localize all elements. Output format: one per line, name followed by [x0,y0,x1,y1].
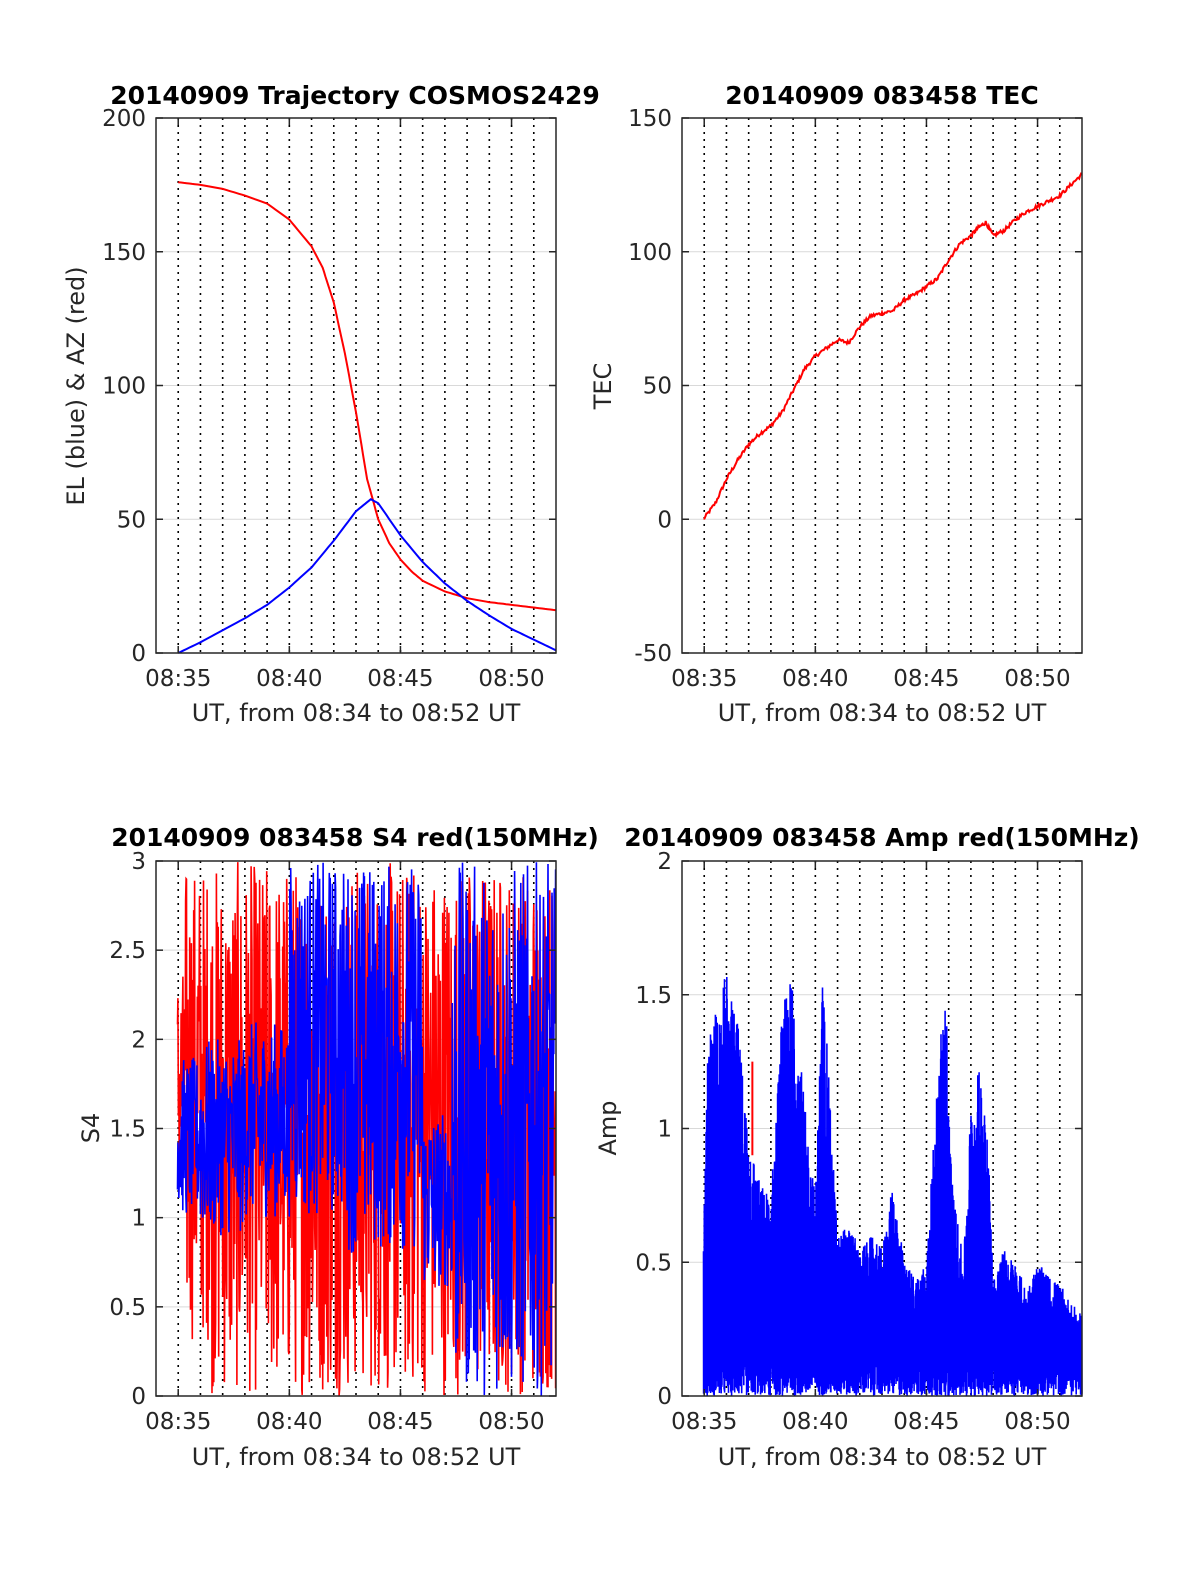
x-tick-label: 08:50 [478,666,544,692]
y-tick-label: 0 [657,1384,672,1410]
y-tick-label: 0.5 [635,1250,672,1276]
y-tick-label: 1 [131,1206,146,1232]
x-tick-label: 08:50 [1004,666,1070,692]
y-tick-label: 2.5 [109,938,146,964]
x-tick-label: 08:40 [782,1409,848,1435]
amp-ylabel: Amp [594,1100,622,1155]
tec-series [703,172,1083,520]
y-tick-label: 100 [102,374,146,400]
y-tick-label: 1.5 [635,983,672,1009]
y-tick-label: 2 [657,849,672,875]
y-tick-label: 100 [628,240,672,266]
amp-marks [702,976,1083,1397]
y-tick-label: 0 [131,1384,146,1410]
s4-xlabel: UT, from 08:34 to 08:52 UT [192,1443,521,1471]
y-tick-label: -50 [634,641,672,667]
tec-xlabel: UT, from 08:34 to 08:52 UT [718,699,1047,727]
s4-blue-series [176,862,557,1396]
amp-ticks: 08:35 08:40 08:45 08:50 0 0.5 1 1.5 2 [635,849,1082,1435]
y-tick-label: 1.5 [109,1117,146,1143]
el-series [177,497,557,654]
s4-ticks: 08:35 08:40 08:45 08:50 0 0.5 1 1.5 2 2.5 3 [109,849,556,1435]
y-tick-label: 150 [628,106,672,132]
trajectory-grid [156,117,556,654]
x-tick-label: 08:35 [671,1409,737,1435]
y-tick-label: 1 [657,1117,672,1143]
x-tick-label: 08:40 [256,666,322,692]
tec-marks [703,172,1083,520]
x-tick-label: 08:40 [256,1409,322,1435]
y-tick-label: 50 [643,374,672,400]
x-tick-label: 08:35 [145,1409,211,1435]
amp-blue-series [702,976,1083,1397]
x-tick-label: 08:45 [367,1409,433,1435]
x-tick-label: 08:45 [367,666,433,692]
trajectory-title: 20140909 Trajectory COSMOS2429 [110,81,600,110]
x-tick-label: 08:40 [782,666,848,692]
x-tick-label: 08:45 [893,1409,959,1435]
y-tick-label: 3 [131,849,146,875]
amp-panel: 20140909 083458 Amp red(150MHz) 08:35 08:… [594,823,1140,1471]
y-tick-label: 50 [117,507,146,533]
x-tick-label: 08:35 [145,666,211,692]
x-tick-label: 08:50 [478,1409,544,1435]
trajectory-xlabel: UT, from 08:34 to 08:52 UT [192,699,521,727]
x-tick-label: 08:35 [671,666,737,692]
tec-ylabel: TEC [589,363,617,411]
y-tick-label: 2 [131,1027,146,1053]
y-tick-label: 0.5 [109,1295,146,1321]
trajectory-marks [177,181,557,654]
y-tick-label: 150 [102,240,146,266]
y-tick-label: 0 [657,507,672,533]
az-series [178,181,557,612]
s4-title: 20140909 083458 S4 red(150MHz) [111,823,599,852]
y-tick-label: 0 [131,641,146,667]
amp-xlabel: UT, from 08:34 to 08:52 UT [718,1443,1047,1471]
trajectory-panel: 20140909 Trajectory COSMOS2429 08:35 08:4… [62,81,600,727]
x-tick-label: 08:50 [1004,1409,1070,1435]
tec-grid [682,117,1082,654]
trajectory-ticks: 08:35 08:40 08:45 08:50 0 50 100 150 200 [102,106,556,692]
tec-panel: 20140909 083458 TEC 08:35 08:40 08:45 08:50… [589,81,1083,727]
s4-panel: 20140909 083458 S4 red(150MHz) 08:35 08:4… [77,823,599,1471]
s4-ylabel: S4 [77,1113,105,1144]
tec-title: 20140909 083458 TEC [725,81,1038,110]
y-tick-label: 200 [102,106,146,132]
s4-marks [176,862,557,1396]
trajectory-ylabel: EL (blue) & AZ (red) [62,266,90,505]
tec-ticks: 08:35 08:40 08:45 08:50 -50 0 50 100 150 [628,106,1082,692]
x-tick-label: 08:45 [893,666,959,692]
amp-title: 20140909 083458 Amp red(150MHz) [624,823,1140,852]
